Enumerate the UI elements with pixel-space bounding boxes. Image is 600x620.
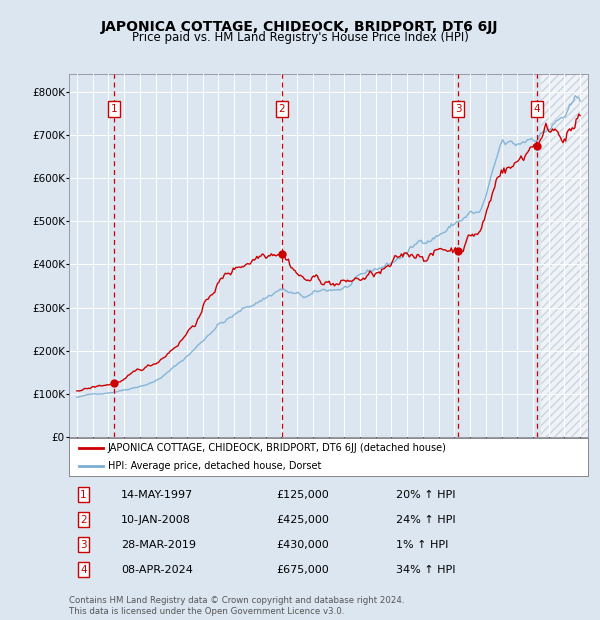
Text: 20% ↑ HPI: 20% ↑ HPI bbox=[396, 490, 455, 500]
Bar bbox=[541, 74, 588, 437]
Text: 24% ↑ HPI: 24% ↑ HPI bbox=[396, 515, 455, 525]
Text: 34% ↑ HPI: 34% ↑ HPI bbox=[396, 565, 455, 575]
Text: £425,000: £425,000 bbox=[277, 515, 329, 525]
Text: 4: 4 bbox=[534, 104, 541, 114]
Text: Price paid vs. HM Land Registry's House Price Index (HPI): Price paid vs. HM Land Registry's House … bbox=[131, 31, 469, 44]
Text: 3: 3 bbox=[80, 539, 87, 550]
Text: £675,000: £675,000 bbox=[277, 565, 329, 575]
Text: 2: 2 bbox=[278, 104, 285, 114]
Text: HPI: Average price, detached house, Dorset: HPI: Average price, detached house, Dors… bbox=[108, 461, 322, 471]
Text: Contains HM Land Registry data © Crown copyright and database right 2024.
This d: Contains HM Land Registry data © Crown c… bbox=[69, 596, 404, 616]
Text: 1: 1 bbox=[111, 104, 118, 114]
Text: 4: 4 bbox=[80, 565, 87, 575]
Text: JAPONICA COTTAGE, CHIDEOCK, BRIDPORT, DT6 6JJ (detached house): JAPONICA COTTAGE, CHIDEOCK, BRIDPORT, DT… bbox=[108, 443, 447, 453]
Text: 1: 1 bbox=[80, 490, 87, 500]
Text: 2: 2 bbox=[80, 515, 87, 525]
Text: £430,000: £430,000 bbox=[277, 539, 329, 550]
Text: 10-JAN-2008: 10-JAN-2008 bbox=[121, 515, 191, 525]
Text: 08-APR-2024: 08-APR-2024 bbox=[121, 565, 193, 575]
Text: 14-MAY-1997: 14-MAY-1997 bbox=[121, 490, 193, 500]
Text: 28-MAR-2019: 28-MAR-2019 bbox=[121, 539, 196, 550]
Text: JAPONICA COTTAGE, CHIDEOCK, BRIDPORT, DT6 6JJ: JAPONICA COTTAGE, CHIDEOCK, BRIDPORT, DT… bbox=[101, 20, 499, 34]
Text: 1% ↑ HPI: 1% ↑ HPI bbox=[396, 539, 448, 550]
Text: £125,000: £125,000 bbox=[277, 490, 329, 500]
Text: 3: 3 bbox=[455, 104, 461, 114]
